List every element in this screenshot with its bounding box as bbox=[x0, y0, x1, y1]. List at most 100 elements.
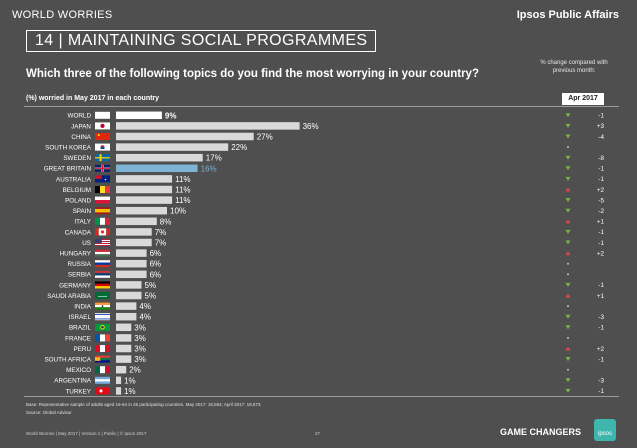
change-down-icon bbox=[565, 176, 571, 181]
change-label: -4 bbox=[598, 134, 604, 141]
data-label: 16% bbox=[201, 164, 217, 173]
category-label: POLAND bbox=[65, 198, 91, 205]
chart-subtitle: (%) worried in May 2017 in each country bbox=[26, 95, 160, 102]
data-label: 11% bbox=[175, 186, 190, 195]
section-label: WORLD WORRIES bbox=[12, 9, 113, 21]
slide-title: 14 | MAINTAINING SOCIAL PROGRAMMES bbox=[26, 30, 377, 52]
category-label: SOUTH KOREA bbox=[45, 145, 92, 152]
bar bbox=[116, 153, 203, 162]
bar bbox=[116, 344, 132, 353]
bar bbox=[116, 259, 147, 268]
serbia-flag-icon bbox=[95, 270, 110, 278]
data-label: 7% bbox=[155, 228, 167, 237]
category-label: SERBIA bbox=[68, 272, 92, 279]
bar bbox=[116, 206, 167, 215]
change-down-icon bbox=[565, 378, 571, 383]
france-flag-icon bbox=[95, 334, 110, 342]
data-label: 3% bbox=[134, 355, 146, 364]
data-label: 22% bbox=[231, 143, 247, 152]
no-change-icon bbox=[567, 262, 569, 265]
data-label: 3% bbox=[134, 323, 146, 332]
category-label: FRANCE bbox=[65, 335, 91, 342]
category-label: CANADA bbox=[65, 229, 92, 236]
data-label: 3% bbox=[134, 334, 146, 343]
top-divider bbox=[24, 106, 619, 107]
world-flag-icon bbox=[95, 111, 110, 119]
change-label: +2 bbox=[597, 187, 605, 194]
no-change-icon bbox=[567, 305, 569, 308]
change-label: -8 bbox=[598, 155, 604, 162]
data-label: 8% bbox=[160, 217, 172, 226]
israel-flag-icon bbox=[95, 313, 110, 321]
change-down-icon bbox=[565, 198, 571, 203]
category-label: ISRAEL bbox=[69, 314, 92, 321]
data-label: 11% bbox=[175, 175, 190, 184]
data-label: 4% bbox=[139, 302, 151, 311]
tagline: GAME CHANGERS bbox=[500, 427, 582, 437]
change-label: -1 bbox=[598, 176, 604, 183]
change-down-icon bbox=[565, 166, 571, 171]
change-label: +2 bbox=[597, 346, 605, 353]
category-label: BELGIUM bbox=[63, 187, 91, 194]
category-label: ARGENTINA bbox=[54, 378, 92, 385]
change-up-icon bbox=[565, 219, 571, 224]
argentina-flag-icon bbox=[95, 376, 110, 384]
change-up-icon bbox=[565, 187, 571, 192]
bar bbox=[116, 312, 137, 321]
category-label: MEXICO bbox=[66, 367, 91, 374]
change-down-icon bbox=[565, 388, 571, 393]
category-label: HUNGARY bbox=[60, 251, 92, 258]
category-label: SPAIN bbox=[73, 208, 92, 215]
bar bbox=[116, 249, 147, 257]
change-down-icon bbox=[565, 314, 571, 319]
change-label: +3 bbox=[597, 123, 605, 130]
bar bbox=[116, 355, 132, 363]
data-label: 1% bbox=[124, 387, 136, 396]
category-label: ITALY bbox=[74, 219, 91, 226]
peru-flag-icon bbox=[95, 345, 110, 352]
spain-flag-icon bbox=[95, 207, 110, 215]
change-down-icon bbox=[565, 229, 571, 234]
category-label: CHINA bbox=[71, 134, 91, 141]
south-africa-flag-icon bbox=[95, 355, 110, 363]
change-label: +1 bbox=[597, 293, 605, 300]
change-label: -1 bbox=[598, 113, 604, 120]
south-korea-flag-icon bbox=[95, 143, 110, 151]
category-label: WORLD bbox=[68, 113, 92, 120]
bottom-divider bbox=[24, 396, 619, 397]
no-change-icon bbox=[567, 146, 569, 149]
data-label: 10% bbox=[170, 207, 186, 216]
period-label: Apr 2017 bbox=[562, 93, 604, 105]
data-label: 7% bbox=[155, 239, 167, 248]
category-label: GERMANY bbox=[59, 282, 92, 289]
source-footnote: Source: Global Advisor bbox=[26, 410, 72, 415]
brand-label: Ipsos Public Affairs bbox=[516, 9, 619, 21]
change-label: -1 bbox=[598, 166, 604, 173]
poland-flag-icon bbox=[95, 196, 110, 204]
bar bbox=[116, 122, 300, 130]
category-label: PERU bbox=[74, 346, 92, 353]
germany-flag-icon bbox=[95, 281, 110, 289]
change-label: -1 bbox=[598, 229, 604, 236]
data-label: 6% bbox=[150, 260, 162, 269]
change-down-icon bbox=[565, 113, 571, 118]
bar bbox=[116, 365, 127, 374]
change-down-icon bbox=[565, 134, 571, 139]
data-label: 27% bbox=[257, 133, 273, 142]
category-label: SAUDI ARABIA bbox=[47, 293, 92, 300]
change-down-icon bbox=[565, 282, 571, 287]
category-label: INDIA bbox=[74, 304, 92, 311]
no-change-icon bbox=[567, 273, 569, 276]
data-label: 5% bbox=[145, 292, 157, 301]
change-label: -1 bbox=[598, 282, 604, 289]
sweden-flag-icon bbox=[95, 154, 110, 162]
bar bbox=[116, 238, 152, 247]
turkey-flag-icon bbox=[95, 387, 110, 395]
italy-flag-icon bbox=[95, 217, 110, 225]
belgium-flag-icon bbox=[95, 186, 110, 193]
us-flag-icon bbox=[95, 239, 110, 246]
bar bbox=[116, 376, 122, 385]
mexico-flag-icon bbox=[95, 366, 110, 374]
data-label: 4% bbox=[139, 313, 151, 322]
